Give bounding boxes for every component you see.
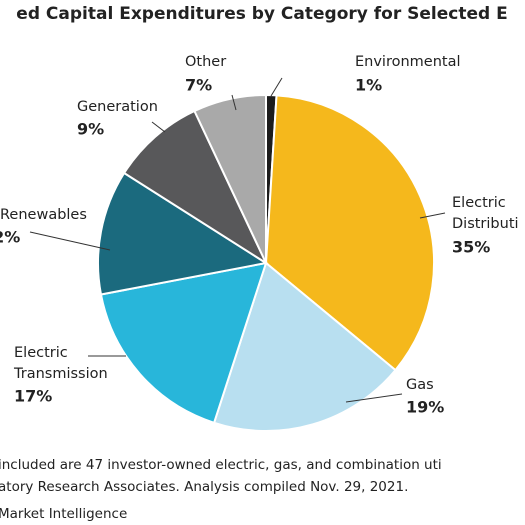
value-label: 35%: [452, 238, 490, 257]
value-label: 1%: [355, 76, 382, 95]
value-label: 7%: [185, 76, 212, 95]
chart-title: ed Capital Expenditures by Category for …: [16, 4, 507, 24]
category-label: Electric Transmission: [13, 345, 108, 382]
category-label: Gas: [406, 377, 434, 393]
pie-slice: [97, 171, 269, 296]
footnote: atory Research Associates. Analysis comp…: [0, 479, 408, 495]
pie-slice: [212, 261, 397, 432]
pie-slice: [99, 261, 268, 425]
pie-slice: [122, 109, 269, 266]
value-label: 17%: [14, 387, 52, 406]
category-label: Renewables: [0, 207, 87, 223]
value-label: 9%: [77, 120, 104, 139]
value-label: 12%: [0, 228, 20, 247]
footnote: Market Intelligence: [0, 506, 127, 522]
footnote: included are 47 investor-owned electric,…: [0, 457, 442, 473]
value-label: 19%: [406, 398, 444, 417]
category-label: Electric Distributi: [452, 195, 519, 232]
category-label: Generation: [77, 99, 158, 115]
leader-lines: [29, 77, 446, 403]
category-label: Environmental: [355, 54, 461, 70]
pie-slice: [264, 94, 435, 372]
pie-slice: [193, 93, 267, 264]
category-label: Other: [185, 54, 226, 70]
